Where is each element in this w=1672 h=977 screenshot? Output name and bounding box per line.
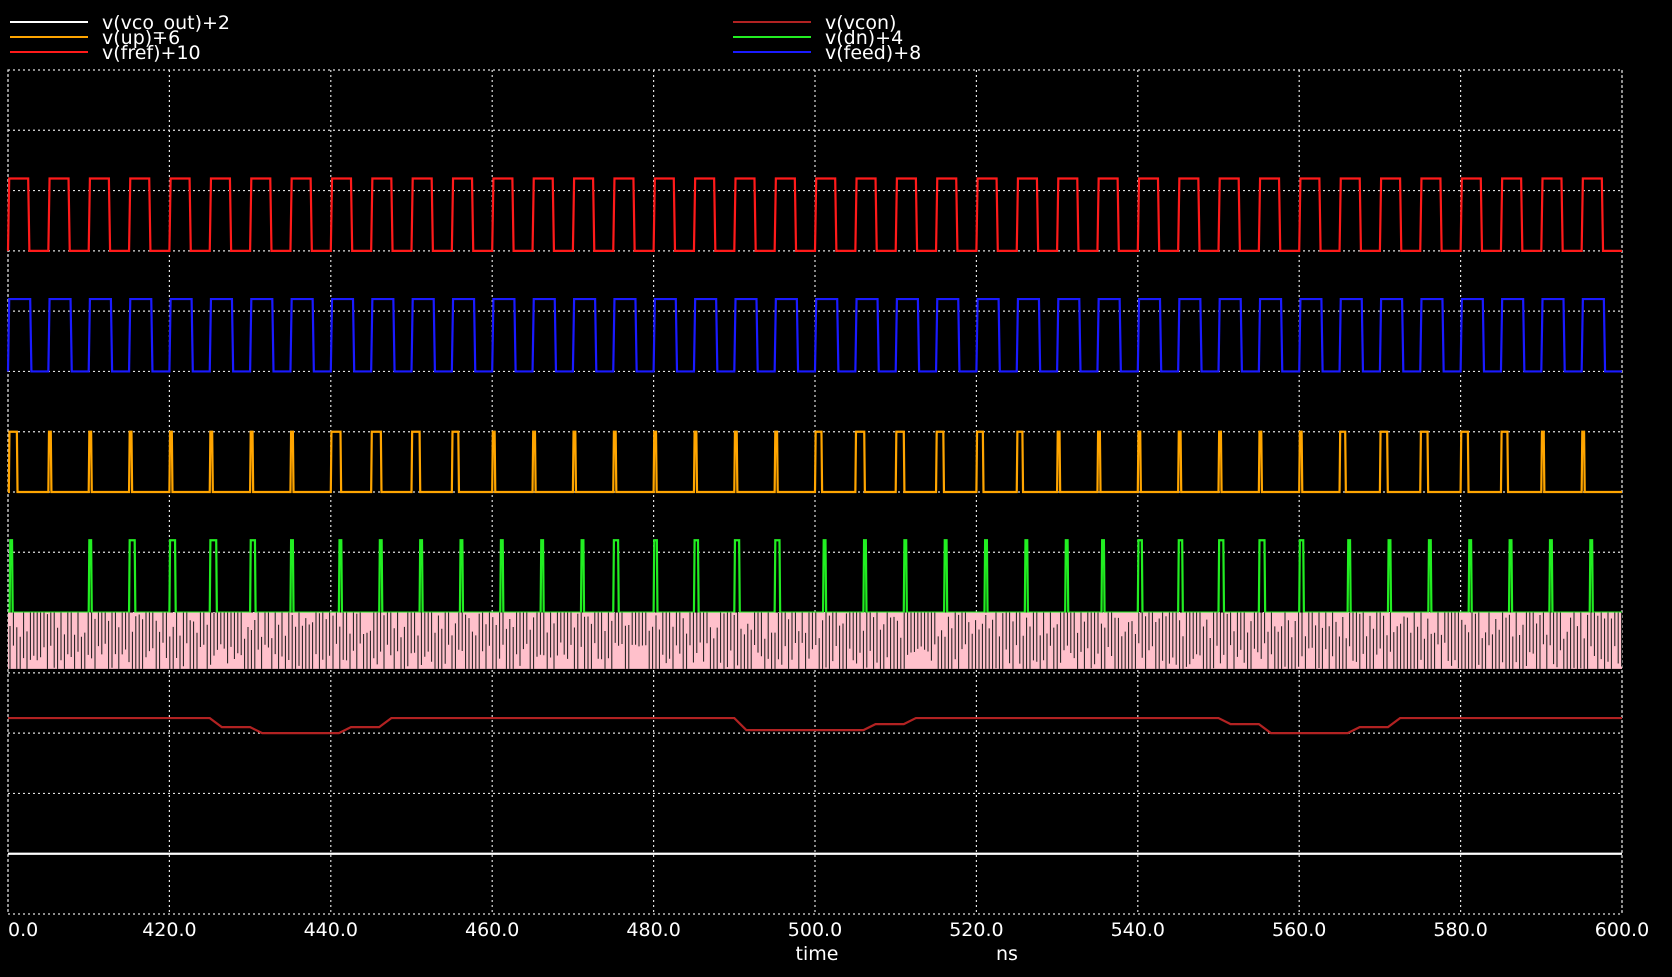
- series-line-5: [6, 297, 1622, 373]
- x-tick-label: 520.0: [949, 919, 1003, 941]
- legend-label: v(vcon): [825, 12, 896, 34]
- x-tick-label: 460.0: [465, 919, 519, 941]
- x-tick-label: 560.0: [1272, 919, 1326, 941]
- trace-layer: [6, 177, 1622, 855]
- x-tick-label: 580.0: [1433, 919, 1487, 941]
- x-tick-label: 440.0: [304, 919, 358, 941]
- x-axis-label: time: [796, 943, 839, 965]
- x-tick-label: 600.0: [1595, 919, 1649, 941]
- x-tick-label: 0.0: [8, 919, 38, 941]
- x-tick-label: 480.0: [626, 919, 680, 941]
- legend-label: v(fref)+10: [102, 42, 201, 64]
- x-axis-unit: ns: [996, 943, 1018, 965]
- x-tick-label: 540.0: [1111, 919, 1165, 941]
- legend: v(vco_out)+2v(up)+6v(fref)+10 v(vcon)v(dn…: [10, 12, 921, 64]
- legend-label: v(feed)+8: [825, 42, 921, 64]
- legend-label: v(up)+6: [102, 27, 180, 49]
- x-axis-tick-labels: 0.0 420.0 440.0 460.0 480.0 500.0 520.0 540.0 56…: [8, 919, 1649, 941]
- x-tick-label: 420.0: [142, 919, 196, 941]
- series-line-1: [7, 430, 1622, 494]
- series-line-4: [8, 539, 1622, 614]
- vco-band-stripes: [9, 612, 1623, 669]
- trace-vco-out-band: [8, 612, 1623, 669]
- legend-label: v(vco_out)+2: [102, 12, 230, 34]
- series-line-3: [8, 716, 1622, 735]
- legend-label: v(dn)+4: [825, 27, 903, 49]
- series-line-2: [6, 177, 1622, 252]
- x-tick-label: 500.0: [788, 919, 842, 941]
